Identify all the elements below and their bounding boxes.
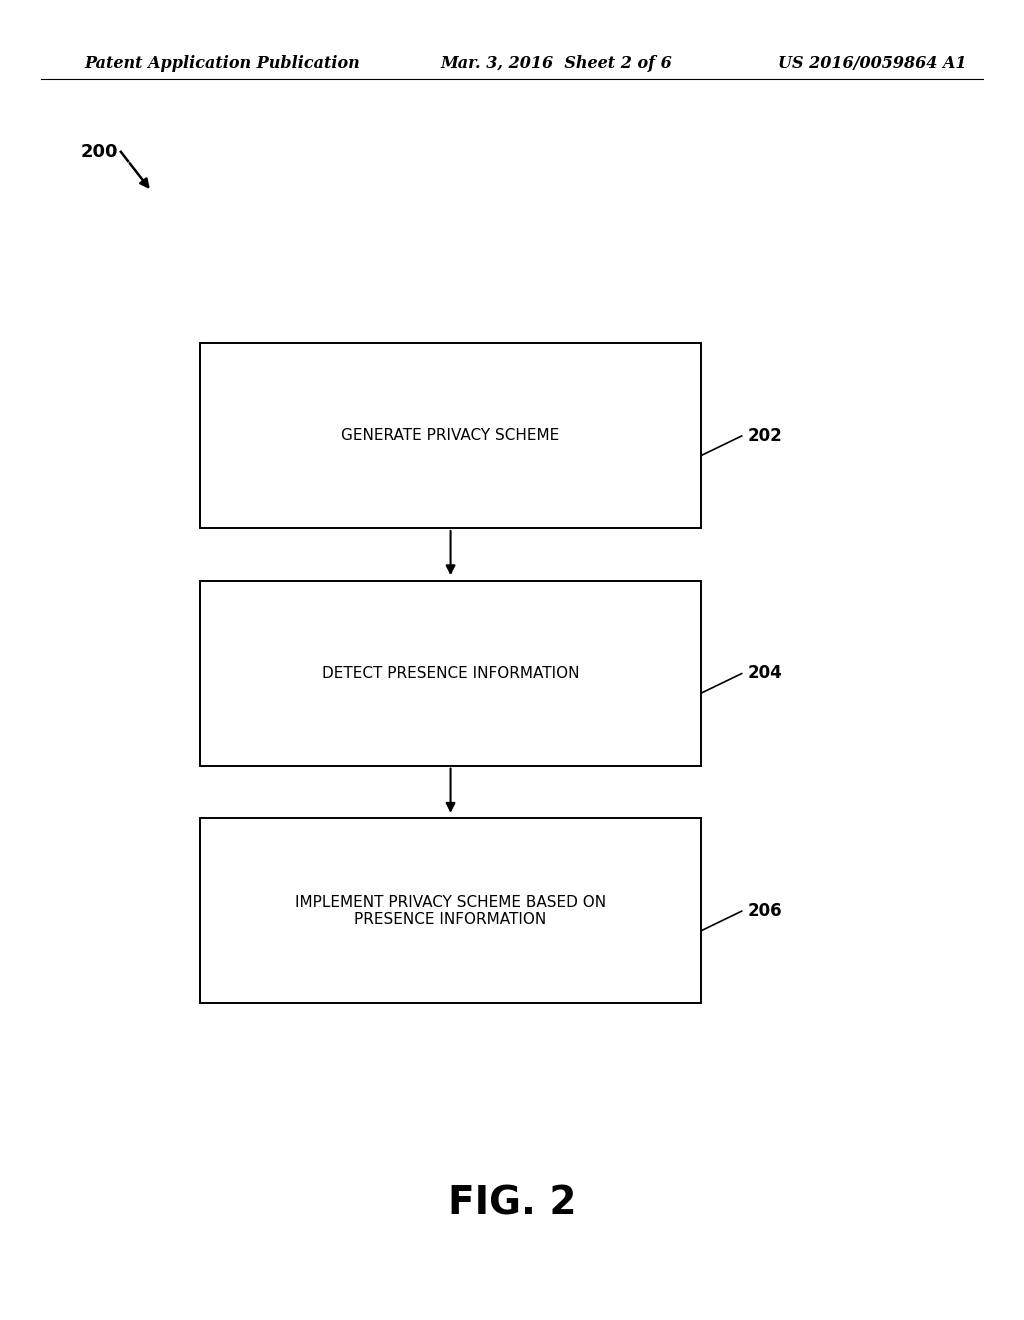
Text: US 2016/0059864 A1: US 2016/0059864 A1 [778,55,967,71]
Text: IMPLEMENT PRIVACY SCHEME BASED ON
PRESENCE INFORMATION: IMPLEMENT PRIVACY SCHEME BASED ON PRESEN… [295,895,606,927]
Text: 202: 202 [748,426,782,445]
Text: FIG. 2: FIG. 2 [447,1185,577,1222]
Text: DETECT PRESENCE INFORMATION: DETECT PRESENCE INFORMATION [322,665,580,681]
Bar [200,343,701,528]
Text: 204: 204 [748,664,782,682]
Text: 206: 206 [748,902,782,920]
Bar [200,818,701,1003]
Text: Mar. 3, 2016  Sheet 2 of 6: Mar. 3, 2016 Sheet 2 of 6 [440,55,672,71]
Text: 200: 200 [80,143,118,161]
Text: GENERATE PRIVACY SCHEME: GENERATE PRIVACY SCHEME [341,428,560,444]
Text: Patent Application Publication: Patent Application Publication [84,55,359,71]
Bar [200,581,701,766]
